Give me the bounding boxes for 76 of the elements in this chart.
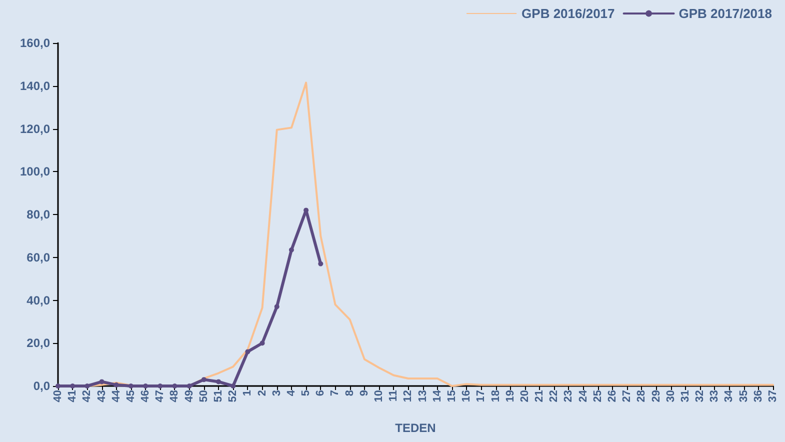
x-tick-label: 45 — [124, 390, 137, 402]
x-tick-label: 29 — [650, 390, 662, 402]
x-tick-label: 12 — [402, 390, 414, 402]
point — [201, 377, 206, 382]
point — [274, 304, 280, 310]
x-tick-label: 27 — [621, 390, 634, 402]
x-tick-label: 32 — [694, 390, 706, 402]
y-tick-label: 100,0 — [20, 164, 50, 179]
point — [99, 379, 104, 384]
x-axis-title: TEDEN — [395, 421, 436, 435]
x-tick-label: 1 — [242, 390, 254, 396]
legend-label: GPB 2016/2017 — [522, 6, 615, 21]
x-tick-label: 31 — [679, 390, 692, 402]
point — [114, 382, 119, 388]
x-tick-label: 28 — [636, 390, 648, 402]
x-tick-label: 2 — [256, 390, 268, 396]
y-tick-label: 60,0 — [26, 250, 50, 264]
x-tick-label: 49 — [183, 390, 196, 402]
y-tick-label: 80,0 — [26, 208, 50, 222]
point — [288, 247, 294, 252]
y-tick-label: 0,0 — [33, 379, 50, 393]
x-tick-label: 10 — [373, 390, 386, 402]
x-tick-label: 23 — [562, 390, 575, 402]
x-tick-label: 17 — [475, 390, 488, 402]
x-tick-label: 9 — [358, 390, 370, 396]
x-tick-label: 34 — [723, 389, 736, 402]
x-tick-label: 26 — [606, 390, 618, 402]
x-tick-label: 51 — [212, 390, 225, 402]
x-tick-label: 7 — [329, 390, 342, 396]
x-tick-label: 16 — [460, 390, 473, 402]
x-tick-label: 30 — [664, 390, 677, 402]
y-tick-label: 120,0 — [20, 122, 50, 136]
x-tick-label: 43 — [96, 390, 108, 402]
x-tick-label: 8 — [344, 390, 356, 396]
x-tick-label: 4 — [285, 389, 298, 396]
x-tick-label: 35 — [738, 390, 750, 402]
x-tick-label: 40 — [52, 390, 64, 402]
x-tick-label: 24 — [577, 389, 590, 402]
x-tick-label: 11 — [388, 390, 400, 402]
x-tick-label: 50 — [198, 390, 210, 402]
x-tick-label: 3 — [270, 390, 283, 396]
x-tick-label: 47 — [154, 390, 166, 402]
point — [172, 384, 178, 388]
x-tick-label: 19 — [504, 390, 516, 402]
x-tick-label: 15 — [446, 390, 458, 402]
y-tick-label: 140,0 — [20, 78, 50, 93]
x-tick-label: 44 — [110, 389, 122, 402]
point — [318, 261, 324, 266]
x-tick-label: 37 — [767, 390, 779, 402]
point — [128, 384, 134, 388]
x-tick-label: 48 — [168, 390, 181, 402]
x-tick-label: 46 — [140, 390, 152, 402]
x-tick-label: 18 — [490, 390, 502, 402]
x-tick-label: 13 — [416, 390, 429, 402]
x-tick-label: 41 — [66, 390, 79, 402]
x-tick-label: 21 — [534, 390, 546, 402]
x-tick-label: 42 — [81, 390, 94, 402]
x-tick-label: 33 — [708, 390, 721, 402]
point — [245, 349, 250, 354]
legend-label: GPB 2017/2018 — [678, 6, 772, 21]
x-tick-label: 5 — [300, 390, 312, 396]
point — [186, 384, 192, 388]
point — [84, 384, 90, 388]
y-tick-label: 20,0 — [26, 336, 50, 350]
y-tick-label: 40,0 — [26, 293, 50, 308]
y-tick-label: 160,0 — [20, 36, 50, 50]
x-tick-label: 52 — [227, 390, 240, 402]
x-tick-label: 14 — [431, 389, 444, 402]
x-tick-label: 6 — [314, 390, 327, 396]
point — [216, 379, 222, 384]
x-tick-label: 25 — [592, 390, 604, 402]
x-tick-label: 20 — [518, 390, 531, 402]
point — [260, 340, 265, 346]
x-tick-label: 22 — [548, 390, 560, 402]
x-tick-label: 36 — [752, 390, 764, 402]
point — [230, 384, 236, 388]
